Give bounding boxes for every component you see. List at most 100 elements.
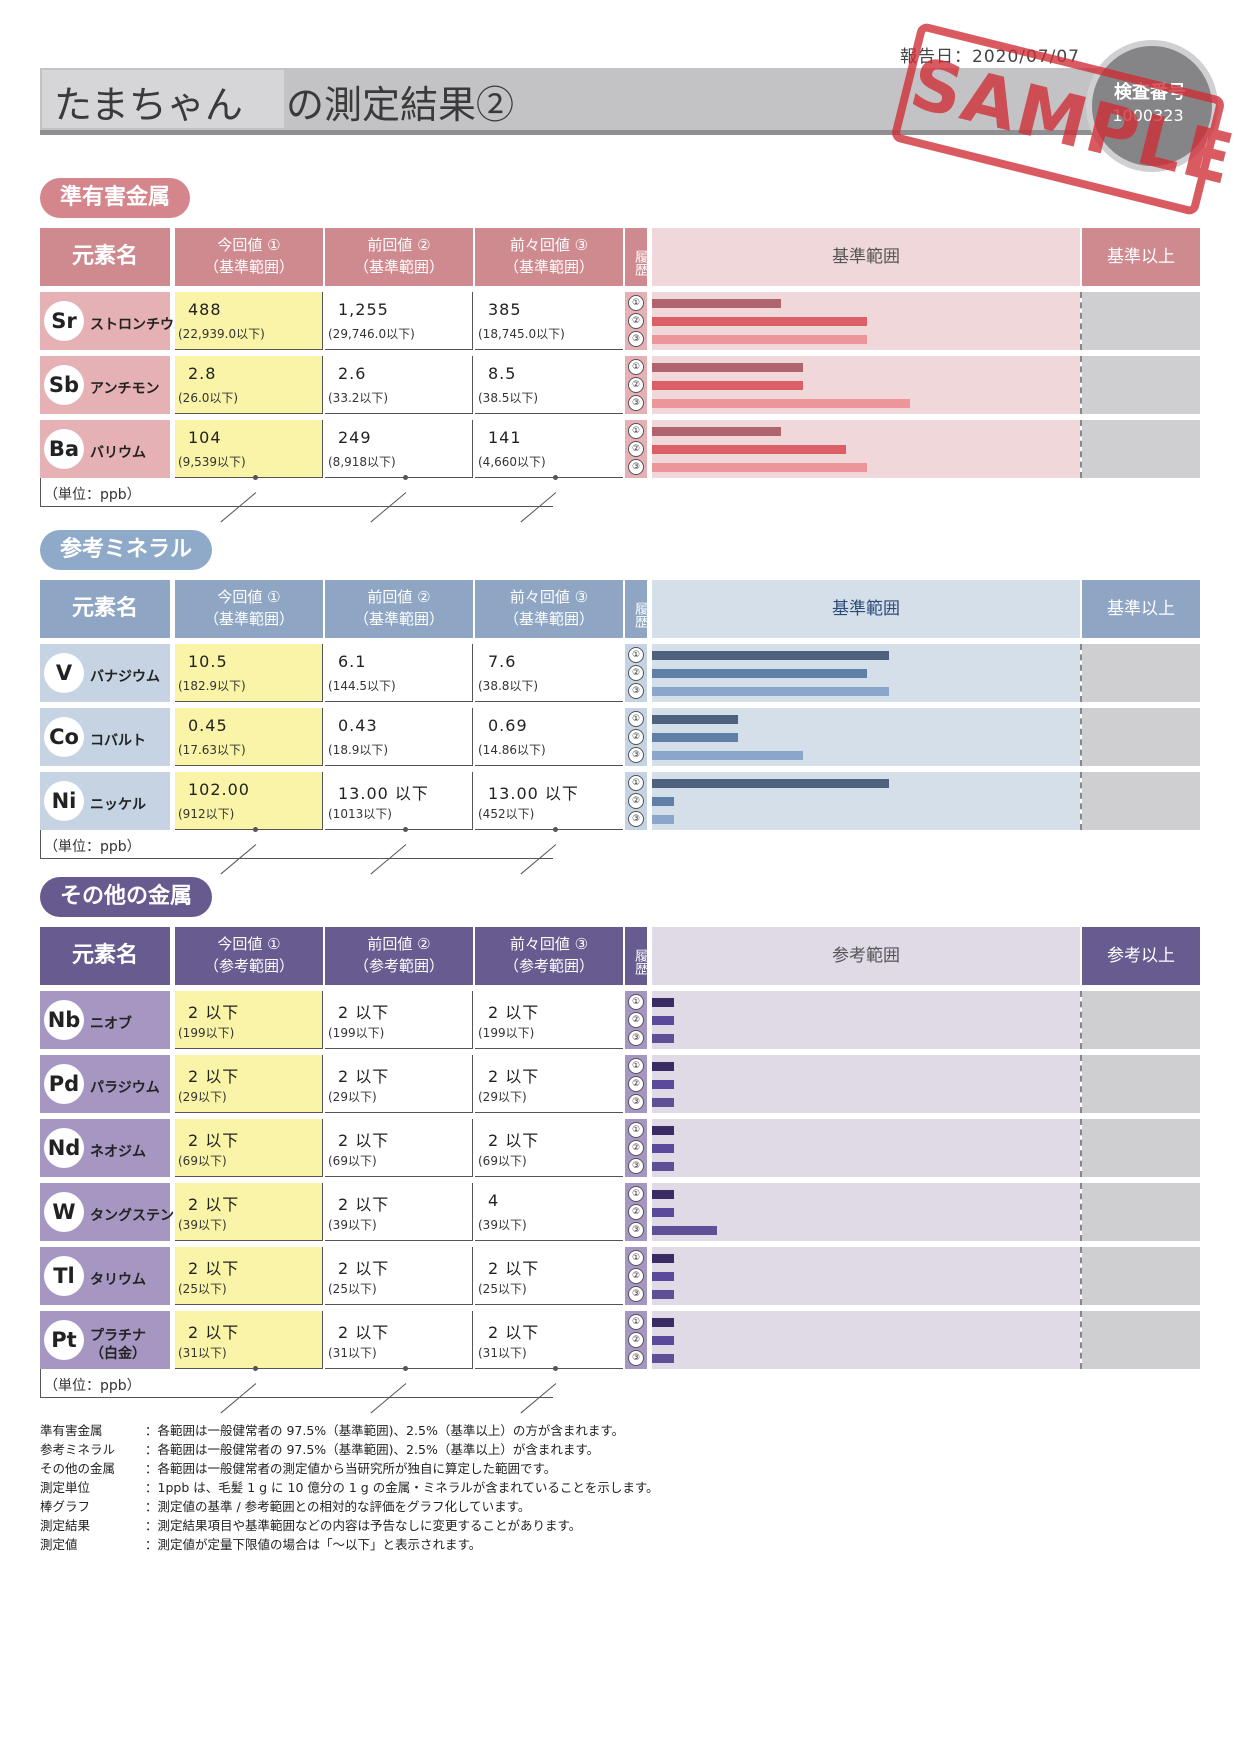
reference-range: (182.9以下) [178,679,246,693]
reference-range: (29以下) [478,1090,527,1104]
col-element: 元素名 [40,927,170,985]
value-cell [175,356,323,414]
above-area [1082,991,1200,1049]
connector-dot [403,475,408,480]
note-key: 準有害金属 [40,1423,103,1438]
note-key: その他の金属 [40,1461,116,1476]
note-text: ：測定結果項目や基準範囲などの内容は予告なしに変更することがあります。 [145,1518,582,1533]
graph-area [652,1119,1080,1177]
measured-value: 2 以下 [488,1003,540,1022]
col-label: 今回値 ① [217,935,281,953]
value-cell [175,420,323,478]
note-text: ：測定値が定量下限値の場合は「～以下」と表示されます。 [145,1537,482,1552]
range-divider [1080,644,1082,702]
value-cell [325,708,473,766]
element-name: プラチナ [90,1328,146,1344]
history-bar-1 [652,651,889,660]
history-bar-3 [652,1162,674,1171]
value-cell [475,644,623,702]
history-marker: ① [628,994,644,1010]
col-sub-label: （基準範囲） [203,258,294,276]
history-marker: ③ [628,811,644,827]
range-divider [1080,772,1082,830]
graph-area [652,1247,1080,1305]
reference-range: (22,939.0以下) [178,327,265,341]
col-label: 前々回値 ③ [509,935,589,953]
element-symbol: Co [44,717,84,757]
section-title: 準有害金属 [40,178,191,218]
reference-range: (17.63以下) [178,743,246,757]
unit-box [40,478,553,507]
col-label: 前々回値 ③ [509,236,589,254]
col-history: 履歴 [625,580,647,638]
measured-value: 13.00 以下 [338,784,429,803]
col-label: 今回値 ① [217,588,281,606]
element-name-sub: （白金） [90,1346,146,1362]
note-text: ：1ppb は、毛髪 1 g に 10 億分の 1 g の金属・ミネラルが含まれ… [145,1480,659,1495]
element-name: パラジウム [90,1080,160,1096]
client-name: たまちゃん [54,83,243,127]
unit-box [40,830,553,859]
history-marker: ① [628,423,644,439]
history-bar-2 [652,1144,674,1153]
unit-label: （単位：ppb） [44,487,141,503]
history-marker: ① [628,295,644,311]
measured-value: 2 以下 [338,1259,390,1278]
above-area [1082,1247,1200,1305]
history-bar-3 [652,1226,717,1235]
measured-value: 249 [338,428,372,447]
value-cell [175,644,323,702]
note-key: 測定結果 [40,1518,91,1533]
note-text: ：各範囲は一般健常者の 97.5%（基準範囲)、2.5%（基準以上）が含まれます… [145,1442,600,1457]
value-cell [175,991,323,1049]
reference-range: (1013以下) [328,807,392,821]
history-marker: ② [628,1204,644,1220]
reference-range: (31以下) [328,1346,377,1360]
reference-range: (8,918以下) [328,455,396,469]
history-bar-3 [652,751,803,760]
above-area [1082,420,1200,478]
reference-range: (29以下) [178,1090,227,1104]
inspection-badge [1086,40,1218,172]
col-range: 基準範囲 [652,228,1080,286]
graph-area [652,991,1080,1049]
range-divider [1080,420,1082,478]
connector-dot [553,827,558,832]
history-bar-2 [652,1016,674,1025]
history-bar-3 [652,1290,674,1299]
history-marker: ① [628,647,644,663]
value-cell [325,1311,473,1369]
history-bar-1 [652,1318,674,1327]
unit-box [40,1369,553,1398]
connector-dot [253,475,258,480]
graph-area [652,1183,1080,1241]
value-cell [325,1119,473,1177]
value-cell [325,772,473,830]
range-divider [1080,1183,1082,1241]
measured-value: 2 以下 [338,1131,390,1150]
measured-value: 141 [488,428,522,447]
value-cell [475,991,623,1049]
reference-range: (69以下) [178,1154,227,1168]
history-bar-1 [652,715,738,724]
note-key: 棒グラフ [40,1499,91,1514]
measured-value: 2 以下 [338,1323,390,1342]
reference-range: (25以下) [478,1282,527,1296]
measured-value: 102.00 [188,780,250,799]
measured-value: 2 以下 [188,1003,240,1022]
above-area [1082,1311,1200,1369]
value-cell [175,1183,323,1241]
measured-value: 13.00 以下 [488,784,579,803]
history-bar-2 [652,445,846,454]
range-divider [1080,1119,1082,1177]
inspection-number: 1000323 [1112,106,1184,125]
element-symbol: Sr [44,301,84,341]
value-cell [475,356,623,414]
value-cell [325,292,473,350]
col-sub-label: （基準範囲） [353,610,444,628]
element-name: タリウム [90,1272,146,1288]
measured-value: 2 以下 [188,1323,240,1342]
note-key: 参考ミネラル [40,1442,116,1457]
range-divider [1080,1311,1082,1369]
value-cell [475,772,623,830]
